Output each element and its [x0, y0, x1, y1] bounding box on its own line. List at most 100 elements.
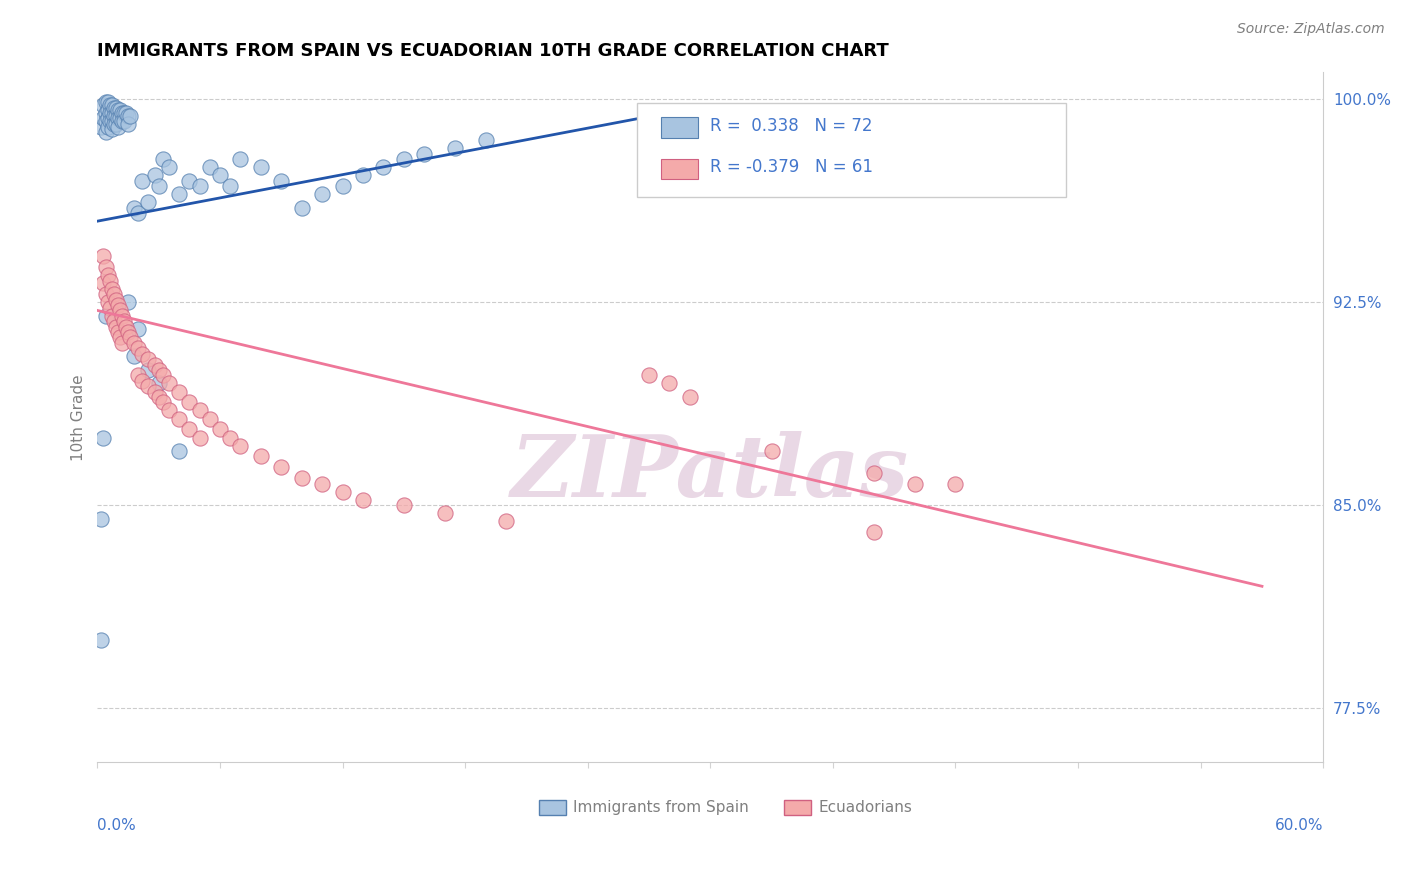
Point: [98, 301, 121, 315]
Point: [98, 114, 121, 128]
Point: [444, 141, 467, 155]
Point: [138, 363, 160, 377]
Point: [270, 173, 292, 187]
Point: [115, 319, 138, 334]
Point: [107, 103, 129, 118]
Point: [122, 335, 145, 350]
Point: [122, 350, 145, 364]
Point: [311, 187, 333, 202]
Point: [198, 160, 221, 174]
Point: [117, 295, 139, 310]
Point: [100, 114, 122, 128]
Point: [392, 152, 415, 166]
Point: [208, 168, 231, 182]
Point: [138, 352, 160, 367]
Point: [219, 431, 242, 445]
Y-axis label: 10th Grade: 10th Grade: [72, 374, 86, 460]
Point: [373, 160, 395, 174]
Text: R = -0.379   N = 61: R = -0.379 N = 61: [710, 158, 873, 176]
Point: [104, 109, 127, 123]
Point: [97, 103, 120, 118]
Point: [103, 314, 125, 328]
Point: [93, 249, 115, 263]
Text: R =  0.338   N = 72: R = 0.338 N = 72: [710, 117, 873, 135]
Point: [111, 309, 134, 323]
Point: [98, 106, 121, 120]
Point: [904, 476, 927, 491]
Point: [148, 363, 170, 377]
Point: [94, 106, 117, 120]
Point: [148, 179, 170, 194]
Point: [104, 319, 127, 334]
Point: [93, 112, 115, 126]
Point: [270, 460, 292, 475]
Point: [117, 109, 139, 123]
Point: [188, 431, 211, 445]
Point: [97, 295, 120, 310]
Point: [108, 103, 131, 118]
Point: [167, 444, 190, 458]
Text: 60.0%: 60.0%: [1275, 818, 1323, 832]
Text: ZIPatlas: ZIPatlas: [512, 431, 910, 514]
Point: [157, 160, 180, 174]
Point: [90, 511, 112, 525]
Point: [658, 376, 681, 391]
Point: [352, 168, 374, 182]
Point: [103, 101, 125, 115]
Point: [104, 117, 127, 131]
Point: [131, 374, 153, 388]
Point: [291, 201, 314, 215]
Point: [100, 122, 122, 136]
Point: [638, 368, 661, 383]
Point: [167, 411, 190, 425]
Text: 0.0%: 0.0%: [97, 818, 136, 832]
Point: [152, 152, 174, 166]
Point: [93, 431, 115, 445]
Point: [188, 403, 211, 417]
Point: [100, 98, 122, 112]
Point: [148, 390, 170, 404]
Text: IMMIGRANTS FROM SPAIN VS ECUADORIAN 10TH GRADE CORRELATION CHART: IMMIGRANTS FROM SPAIN VS ECUADORIAN 10TH…: [97, 42, 889, 60]
Point: [118, 109, 141, 123]
Point: [108, 112, 131, 126]
Point: [945, 476, 967, 491]
Point: [291, 471, 314, 485]
Point: [131, 173, 153, 187]
Text: Ecuadorians: Ecuadorians: [818, 800, 912, 815]
Point: [433, 506, 456, 520]
FancyBboxPatch shape: [661, 159, 697, 179]
Point: [138, 195, 160, 210]
Point: [94, 95, 117, 110]
Point: [143, 358, 166, 372]
Point: [107, 112, 129, 126]
Point: [127, 341, 149, 355]
Point: [103, 109, 125, 123]
Point: [97, 120, 120, 134]
Point: [332, 484, 354, 499]
Point: [108, 303, 131, 318]
Point: [98, 274, 121, 288]
Point: [94, 260, 117, 274]
Point: [94, 114, 117, 128]
Point: [249, 160, 271, 174]
Point: [474, 133, 496, 147]
Point: [122, 201, 145, 215]
Point: [249, 450, 271, 464]
Point: [229, 439, 252, 453]
Point: [98, 98, 121, 112]
FancyBboxPatch shape: [661, 117, 697, 138]
Point: [332, 179, 354, 194]
Point: [100, 106, 122, 120]
Point: [127, 368, 149, 383]
Point: [143, 384, 166, 399]
Point: [152, 368, 174, 383]
Point: [107, 325, 129, 339]
FancyBboxPatch shape: [538, 800, 565, 815]
Point: [413, 146, 436, 161]
Point: [107, 120, 129, 134]
Point: [167, 384, 190, 399]
Point: [179, 422, 201, 436]
Point: [100, 309, 122, 323]
Point: [208, 422, 231, 436]
Point: [131, 347, 153, 361]
